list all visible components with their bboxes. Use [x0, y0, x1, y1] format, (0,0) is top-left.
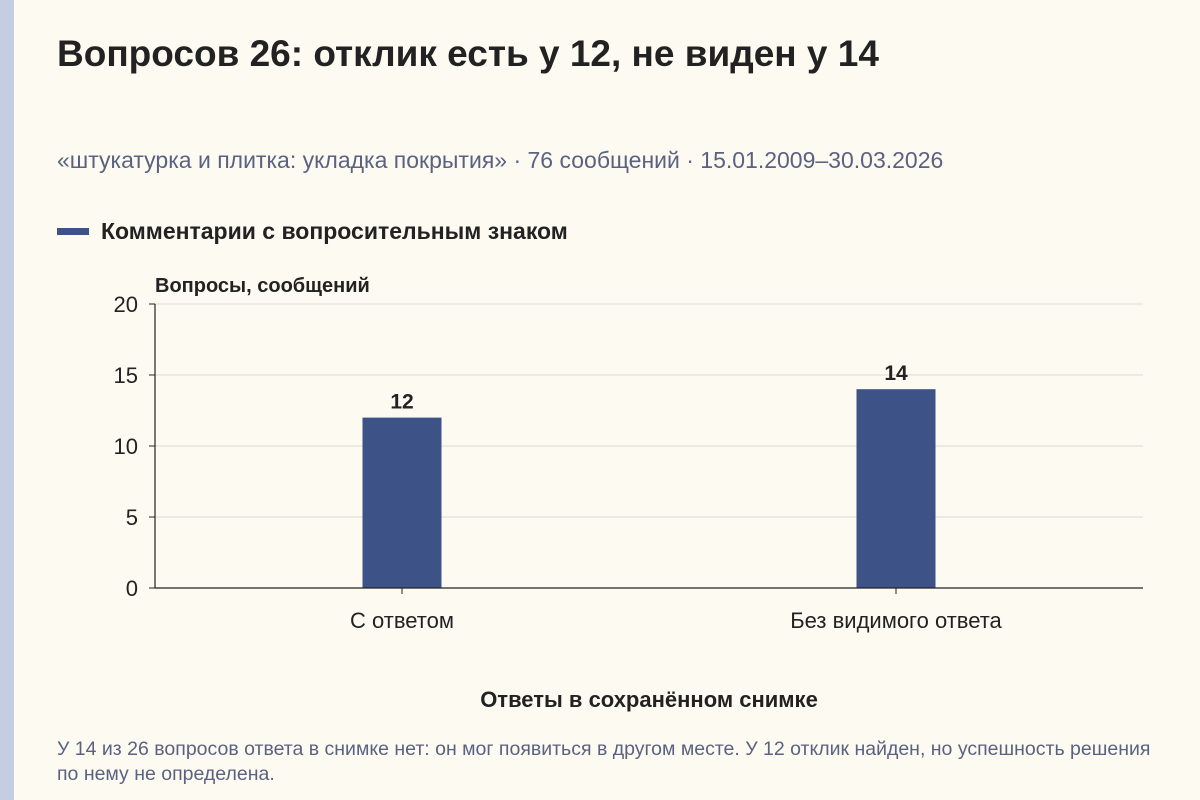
legend: Комментарии с вопросительным знаком — [57, 218, 568, 245]
y-tick-label: 20 — [114, 292, 138, 317]
y-tick-label: 15 — [114, 363, 138, 388]
bar — [362, 417, 442, 588]
y-tick-label: 5 — [126, 505, 138, 530]
y-tick-label: 10 — [114, 434, 138, 459]
x-axis-label: Ответы в сохранённом снимке — [480, 687, 818, 712]
bar — [856, 389, 936, 588]
axes: 0 5 10 15 20 С ответом Без видимого ответа — [114, 292, 1143, 633]
bar-value-label: 12 — [390, 391, 413, 414]
legend-label: Комментарии с вопросительным знаком — [101, 218, 568, 244]
grid-lines — [155, 303, 1143, 518]
chart-title: Вопросов 26: отклик есть у 12, не виден … — [57, 33, 879, 74]
y-tick-label: 0 — [126, 576, 138, 601]
y-axis-label: Вопросы, сообщений — [155, 275, 370, 297]
bars: 12 14 — [362, 362, 936, 588]
left-accent-stripe — [0, 0, 14, 800]
bar-value-label: 14 — [884, 362, 908, 385]
chart-subtitle: «штукатурка и плитка: укладка покрытия» … — [57, 147, 944, 173]
legend-swatch — [57, 228, 89, 235]
x-tick-label: Без видимого ответа — [790, 608, 1002, 633]
bar-chart: 12 14 0 5 10 15 20 С ответом Без видимого ответ… — [114, 275, 1143, 712]
footnote: У 14 из 26 вопросов ответа в снимке нет:… — [57, 738, 1151, 785]
x-tick-label: С ответом — [350, 608, 454, 633]
